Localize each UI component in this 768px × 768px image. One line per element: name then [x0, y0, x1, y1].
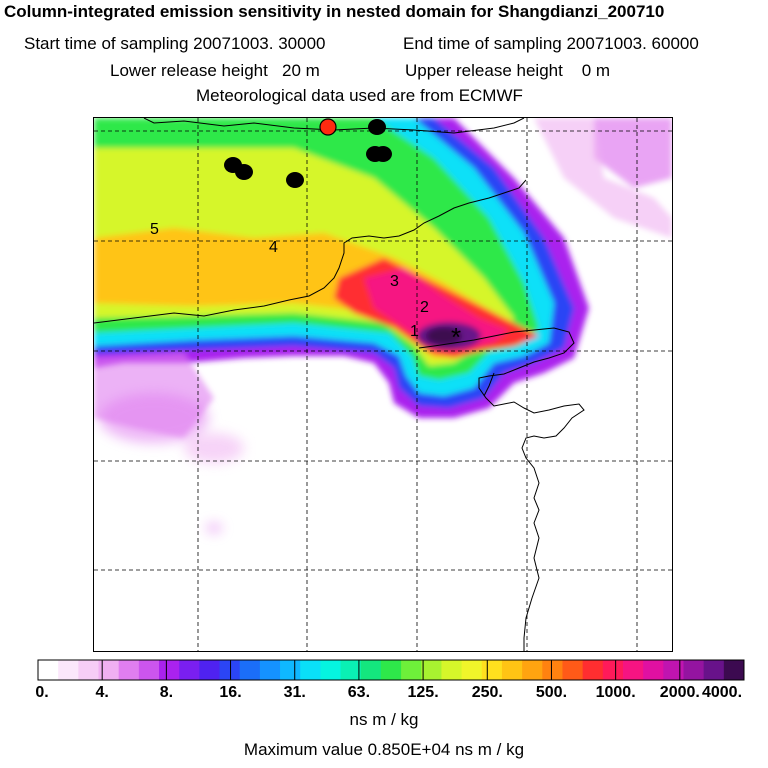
color-scale-label: 4000. — [701, 684, 743, 701]
trajectory-label-2: 2 — [420, 299, 429, 316]
color-scale-swatch — [300, 660, 321, 680]
color-scale-swatch — [461, 660, 483, 680]
color-scale-label: 1000. — [595, 684, 636, 701]
color-scale-swatch — [562, 660, 584, 680]
release-site-marker: * — [451, 322, 461, 352]
cluster-marker — [368, 119, 386, 135]
cluster-marker — [286, 172, 304, 188]
color-scale-swatch — [38, 660, 59, 680]
color-scale-swatch — [360, 660, 382, 680]
color-scale-swatch — [138, 660, 160, 680]
trajectory-label-3: 3 — [390, 273, 399, 290]
color-scale-swatch — [340, 660, 362, 680]
color-scale-swatch — [542, 660, 563, 680]
receptor-marker — [319, 118, 337, 136]
cluster-markers — [224, 119, 392, 188]
color-scale-swatch — [703, 660, 725, 680]
color-scale-label: 500. — [535, 684, 568, 701]
color-scale-swatch — [78, 660, 100, 680]
color-scale-label: 4. — [95, 684, 109, 701]
map-title: Column-integrated emission sensitivity i… — [4, 2, 665, 21]
upper-release-height-label: Upper release height 0 m — [405, 61, 611, 80]
sensitivity-patches — [99, 393, 244, 533]
color-scale-label: 16. — [219, 684, 242, 701]
color-scale-swatch — [643, 660, 664, 680]
color-scale-swatch — [199, 660, 221, 680]
color-scale-swatch — [179, 660, 200, 680]
color-scale-label: 31. — [283, 684, 306, 701]
color-scale-swatch — [522, 660, 543, 680]
color-scale-label: 2000. — [659, 684, 700, 701]
color-scale-swatch — [280, 660, 301, 680]
maximum-value-label: Maximum value 0.850E+04 ns m / kg — [243, 740, 525, 759]
color-scale-swatch — [723, 660, 745, 680]
color-scale-swatch — [58, 660, 79, 680]
color-scale-label: 125. — [407, 684, 439, 701]
color-scale-swatch — [683, 660, 705, 680]
start-time-label: Start time of sampling 20071003. 30000 — [24, 34, 326, 53]
end-time-label: End time of sampling 20071003. 60000 — [403, 34, 699, 53]
color-scale-swatch — [602, 660, 624, 680]
color-scale-swatch — [401, 660, 422, 680]
color-scale-bar — [37, 659, 745, 681]
color-scale-label: 250. — [471, 684, 503, 701]
color-scale-swatch — [380, 660, 402, 680]
color-scale-border — [37, 659, 745, 681]
color-scale-swatch — [98, 660, 120, 680]
color-scale-swatch — [501, 660, 523, 680]
trajectory-label-4: 4 — [269, 239, 278, 256]
color-scale-swatch — [118, 660, 140, 680]
color-scale-swatch — [663, 660, 684, 680]
trajectory-label-1: 1 — [410, 323, 419, 340]
units-label: ns m / kg — [349, 710, 419, 729]
color-scale-swatch — [421, 660, 442, 680]
trajectory-label-5: 5 — [150, 221, 159, 238]
color-scale-label: 0. — [35, 684, 49, 701]
color-scale-swatch — [320, 660, 342, 680]
color-scale-label: 63. — [347, 684, 371, 701]
sensitivity-field — [94, 118, 672, 438]
lower-release-height-label: Lower release height 20 m — [110, 61, 320, 80]
map-panel: 1 2 3 4 5 * — [93, 117, 673, 652]
color-scale-swatch — [259, 660, 281, 680]
color-scale-swatch — [219, 660, 241, 680]
color-scale-swatch — [159, 660, 180, 680]
color-scale-swatch — [239, 660, 261, 680]
cluster-marker — [374, 146, 392, 162]
cluster-marker — [235, 164, 253, 180]
trajectory-labels: 1 2 3 4 5 * — [150, 221, 461, 352]
color-scale-swatch — [481, 660, 503, 680]
color-scale-swatch — [622, 660, 644, 680]
sensitivity-map: 1 2 3 4 5 * — [94, 118, 672, 651]
color-scale-swatch — [582, 660, 604, 680]
color-scale-swatch — [441, 660, 463, 680]
color-scale-label: 8. — [159, 684, 174, 701]
meteorological-data-label: Meteorological data used are from ECMWF — [196, 86, 523, 105]
